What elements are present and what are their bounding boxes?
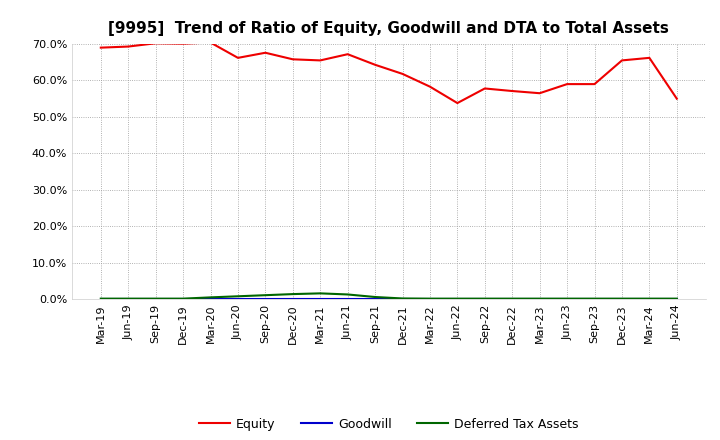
Equity [645, 55, 654, 60]
Deferred Tax Assets [645, 296, 654, 301]
Goodwill [179, 297, 187, 302]
Goodwill [206, 297, 215, 302]
Equity [151, 40, 160, 46]
Goodwill [453, 297, 462, 302]
Deferred Tax Assets [480, 296, 489, 301]
Equity [453, 100, 462, 106]
Legend: Equity, Goodwill, Deferred Tax Assets: Equity, Goodwill, Deferred Tax Assets [194, 413, 584, 436]
Equity [536, 91, 544, 96]
Equity [96, 45, 105, 50]
Goodwill [563, 297, 572, 302]
Goodwill [426, 297, 434, 302]
Goodwill [398, 297, 407, 302]
Goodwill [590, 297, 599, 302]
Goodwill [316, 297, 325, 302]
Title: [9995]  Trend of Ratio of Equity, Goodwill and DTA to Total Assets: [9995] Trend of Ratio of Equity, Goodwil… [109, 21, 669, 36]
Equity [672, 96, 681, 101]
Line: Equity: Equity [101, 43, 677, 103]
Goodwill [536, 297, 544, 302]
Deferred Tax Assets [618, 296, 626, 301]
Deferred Tax Assets [233, 293, 242, 299]
Goodwill [233, 297, 242, 302]
Equity [618, 58, 626, 63]
Goodwill [618, 297, 626, 302]
Goodwill [508, 297, 516, 302]
Deferred Tax Assets [316, 291, 325, 296]
Equity [206, 40, 215, 45]
Goodwill [343, 297, 352, 302]
Equity [590, 81, 599, 87]
Deferred Tax Assets [179, 296, 187, 301]
Equity [289, 57, 297, 62]
Goodwill [480, 297, 489, 302]
Goodwill [289, 297, 297, 302]
Goodwill [96, 297, 105, 302]
Equity [426, 84, 434, 89]
Deferred Tax Assets [536, 296, 544, 301]
Line: Deferred Tax Assets: Deferred Tax Assets [101, 293, 677, 299]
Equity [233, 55, 242, 60]
Deferred Tax Assets [343, 292, 352, 297]
Deferred Tax Assets [371, 294, 379, 300]
Deferred Tax Assets [289, 291, 297, 297]
Deferred Tax Assets [563, 296, 572, 301]
Deferred Tax Assets [426, 296, 434, 301]
Goodwill [151, 297, 160, 302]
Goodwill [672, 297, 681, 302]
Equity [179, 41, 187, 46]
Equity [371, 62, 379, 67]
Goodwill [124, 297, 132, 302]
Equity [124, 44, 132, 49]
Deferred Tax Assets [590, 296, 599, 301]
Deferred Tax Assets [124, 296, 132, 301]
Deferred Tax Assets [453, 296, 462, 301]
Goodwill [645, 297, 654, 302]
Deferred Tax Assets [151, 296, 160, 301]
Deferred Tax Assets [206, 295, 215, 300]
Deferred Tax Assets [508, 296, 516, 301]
Deferred Tax Assets [261, 293, 270, 298]
Equity [343, 51, 352, 57]
Deferred Tax Assets [96, 296, 105, 301]
Equity [316, 58, 325, 63]
Equity [398, 71, 407, 77]
Equity [261, 50, 270, 55]
Deferred Tax Assets [672, 296, 681, 301]
Equity [480, 86, 489, 91]
Goodwill [261, 297, 270, 302]
Equity [508, 88, 516, 94]
Equity [563, 81, 572, 87]
Goodwill [371, 297, 379, 302]
Deferred Tax Assets [398, 296, 407, 301]
